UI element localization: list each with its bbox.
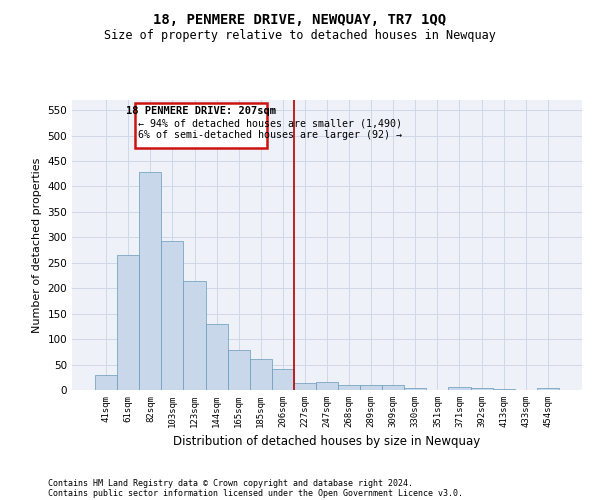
- Bar: [493, 389, 515, 390]
- Bar: [448, 388, 470, 390]
- Bar: [206, 324, 227, 390]
- Bar: [117, 255, 139, 390]
- Bar: [139, 172, 161, 390]
- Text: ← 94% of detached houses are smaller (1,490): ← 94% of detached houses are smaller (1,…: [138, 118, 402, 128]
- Bar: [294, 384, 316, 390]
- Text: Contains HM Land Registry data © Crown copyright and database right 2024.: Contains HM Land Registry data © Crown c…: [48, 478, 413, 488]
- Bar: [470, 388, 493, 390]
- Bar: [382, 385, 404, 390]
- Bar: [161, 241, 184, 390]
- Bar: [316, 382, 338, 390]
- Text: Size of property relative to detached houses in Newquay: Size of property relative to detached ho…: [104, 29, 496, 42]
- Text: 18 PENMERE DRIVE: 207sqm: 18 PENMERE DRIVE: 207sqm: [126, 106, 276, 116]
- X-axis label: Distribution of detached houses by size in Newquay: Distribution of detached houses by size …: [173, 436, 481, 448]
- Bar: [360, 386, 382, 390]
- Bar: [250, 360, 272, 390]
- Bar: [272, 368, 294, 390]
- Bar: [95, 374, 117, 390]
- Text: Contains public sector information licensed under the Open Government Licence v3: Contains public sector information licen…: [48, 488, 463, 498]
- Bar: [184, 280, 206, 390]
- Bar: [135, 103, 268, 148]
- Bar: [338, 386, 360, 390]
- Bar: [537, 388, 559, 390]
- Text: 6% of semi-detached houses are larger (92) →: 6% of semi-detached houses are larger (9…: [138, 130, 402, 140]
- Y-axis label: Number of detached properties: Number of detached properties: [32, 158, 42, 332]
- Bar: [227, 350, 250, 390]
- Bar: [404, 388, 427, 390]
- Text: 18, PENMERE DRIVE, NEWQUAY, TR7 1QQ: 18, PENMERE DRIVE, NEWQUAY, TR7 1QQ: [154, 12, 446, 26]
